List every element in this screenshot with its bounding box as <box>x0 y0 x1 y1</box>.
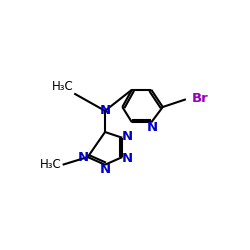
Text: N: N <box>122 130 133 143</box>
Text: N: N <box>77 150 88 164</box>
Text: N: N <box>100 104 111 117</box>
Text: N: N <box>100 163 110 176</box>
Text: N: N <box>146 121 158 134</box>
Text: H₃C: H₃C <box>52 80 73 92</box>
Text: Br: Br <box>192 92 208 105</box>
Text: H₃C: H₃C <box>40 158 62 171</box>
Text: N: N <box>122 152 133 164</box>
